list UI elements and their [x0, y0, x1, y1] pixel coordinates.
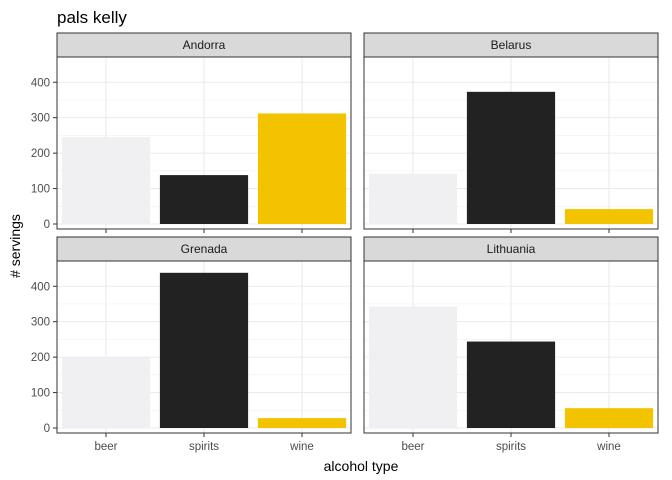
x-tick-label: beer	[401, 441, 424, 453]
y-axis-title: # servings	[7, 214, 23, 278]
y-tick-label: 300	[31, 113, 50, 125]
y-tick-label: 100	[31, 184, 50, 196]
bar-belarus-spirits	[466, 91, 556, 224]
facet-strip-grenada	[56, 236, 352, 262]
bar-andorra-spirits	[159, 175, 249, 224]
bar-belarus-wine	[564, 209, 654, 224]
facet-panel-andorra: Andorra 0 100 200 300 400	[31, 32, 352, 233]
facet-label: Andorra	[183, 38, 226, 52]
facet-strip-belarus	[363, 32, 659, 58]
y-tick-label: 0	[44, 423, 50, 435]
x-tick-label: wine	[289, 441, 314, 453]
x-tick-label: spirits	[189, 441, 219, 453]
bar-lithuania-wine	[564, 408, 654, 428]
bar-belarus-beer	[368, 173, 458, 224]
bar-grenada-wine	[257, 418, 347, 428]
y-tick-label: 200	[31, 148, 50, 160]
y-tick-label: 400	[31, 77, 50, 89]
y-tick-label: 100	[31, 388, 50, 400]
facet-strip-andorra	[56, 32, 352, 58]
chart-title: pals kelly	[57, 8, 127, 27]
facet-strip-lithuania	[363, 236, 659, 262]
x-axis-title: alcohol type	[324, 458, 399, 474]
x-tick-label: wine	[596, 441, 621, 453]
y-tick-label: 200	[31, 352, 50, 364]
facet-panel-belarus: Belarus	[363, 32, 659, 233]
y-tick-label: 400	[31, 281, 50, 293]
facet-panel-lithuania: Lithuania beer spirits wine	[363, 236, 659, 453]
facet-panels: Andorra 0 100 200 300 400 Belarus Grenada 0 100 20…	[31, 32, 659, 453]
facet-label: Lithuania	[487, 242, 536, 256]
facet-label: Grenada	[181, 242, 228, 256]
bar-andorra-beer	[61, 137, 151, 224]
y-tick-label: 0	[44, 219, 50, 231]
facet-panel-grenada: Grenada 0 100 200 300 400 beer spirits wine	[31, 236, 352, 453]
bar-grenada-beer	[61, 357, 151, 428]
bar-andorra-wine	[257, 113, 347, 224]
bar-lithuania-spirits	[466, 341, 556, 428]
x-tick-label: spirits	[496, 441, 526, 453]
bar-grenada-spirits	[159, 272, 249, 428]
x-tick-label: beer	[94, 441, 117, 453]
bar-lithuania-beer	[368, 306, 458, 428]
facet-label: Belarus	[491, 38, 532, 52]
y-tick-label: 300	[31, 317, 50, 329]
